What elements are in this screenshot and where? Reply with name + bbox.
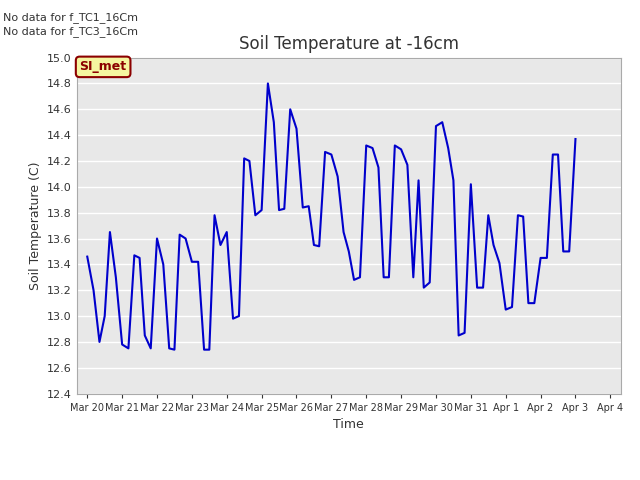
Text: No data for f_TC3_16Cm: No data for f_TC3_16Cm xyxy=(3,26,138,37)
Text: No data for f_TC1_16Cm: No data for f_TC1_16Cm xyxy=(3,12,138,23)
Y-axis label: Soil Temperature (C): Soil Temperature (C) xyxy=(29,161,42,290)
Text: SI_met: SI_met xyxy=(79,60,127,73)
Title: Soil Temperature at -16cm: Soil Temperature at -16cm xyxy=(239,35,459,53)
X-axis label: Time: Time xyxy=(333,418,364,431)
